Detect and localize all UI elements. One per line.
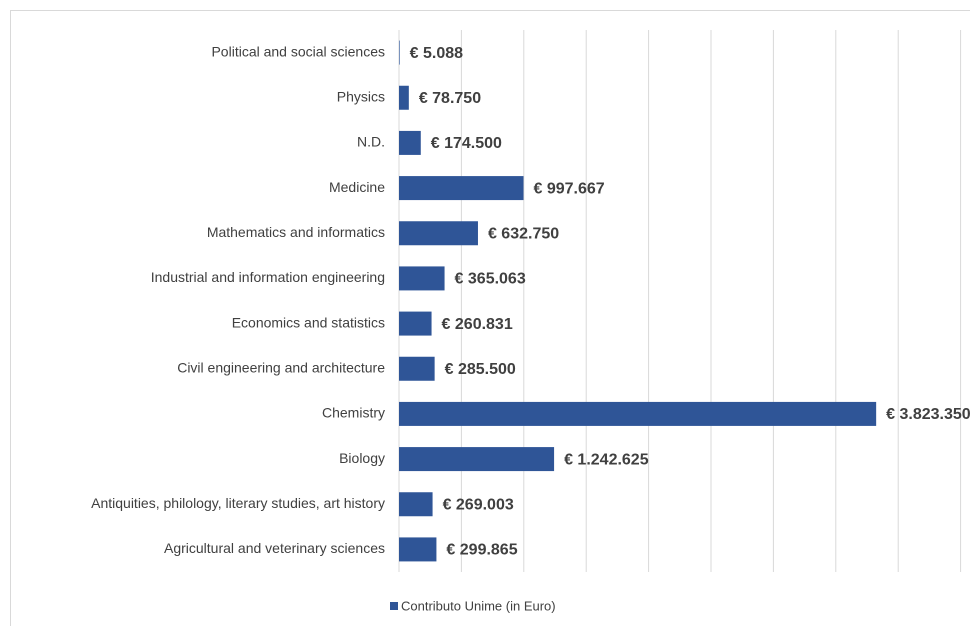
bar — [399, 447, 555, 472]
data-label: € 260.831 — [442, 316, 513, 333]
data-label: € 365.063 — [455, 271, 526, 288]
bar — [399, 537, 437, 562]
y-tick-label: Mathematics and informatics — [207, 224, 385, 240]
data-label: € 3.823.350 — [886, 406, 970, 423]
bar — [399, 492, 433, 517]
bar — [399, 356, 435, 381]
chart-border — [10, 10, 970, 626]
data-label: € 174.500 — [431, 135, 502, 152]
data-label: € 1.242.625 — [564, 451, 649, 468]
legend-label: Contributo Unime (in Euro) — [401, 598, 556, 613]
bar — [399, 40, 400, 65]
y-tick-label: Chemistry — [322, 405, 385, 421]
data-label: € 269.003 — [443, 496, 514, 513]
y-tick-label: Biology — [339, 450, 385, 466]
y-tick-label: Political and social sciences — [211, 43, 385, 59]
data-label: € 997.667 — [534, 180, 605, 197]
legend-swatch — [390, 602, 398, 610]
bar — [399, 221, 478, 246]
data-label: € 5.088 — [410, 45, 463, 62]
bar — [399, 266, 445, 291]
data-label: € 78.750 — [419, 90, 481, 107]
y-tick-label: Physics — [337, 88, 385, 104]
y-tick-label: Agricultural and veterinary sciences — [164, 540, 385, 556]
y-tick-label: Civil engineering and architecture — [177, 359, 385, 375]
bar — [399, 401, 877, 426]
y-tick-label: N.D. — [357, 134, 385, 150]
data-label: € 299.865 — [446, 542, 517, 559]
bar — [399, 311, 432, 336]
data-label: € 632.750 — [488, 225, 559, 242]
data-label: € 285.500 — [445, 361, 516, 378]
bar — [399, 176, 524, 201]
bar — [399, 130, 421, 155]
y-tick-label: Economics and statistics — [232, 314, 385, 330]
y-tick-label: Medicine — [329, 179, 385, 195]
y-tick-label: Industrial and information engineering — [151, 269, 385, 285]
y-tick-label: Antiquities, philology, literary studies… — [91, 495, 385, 511]
bar — [399, 85, 409, 110]
